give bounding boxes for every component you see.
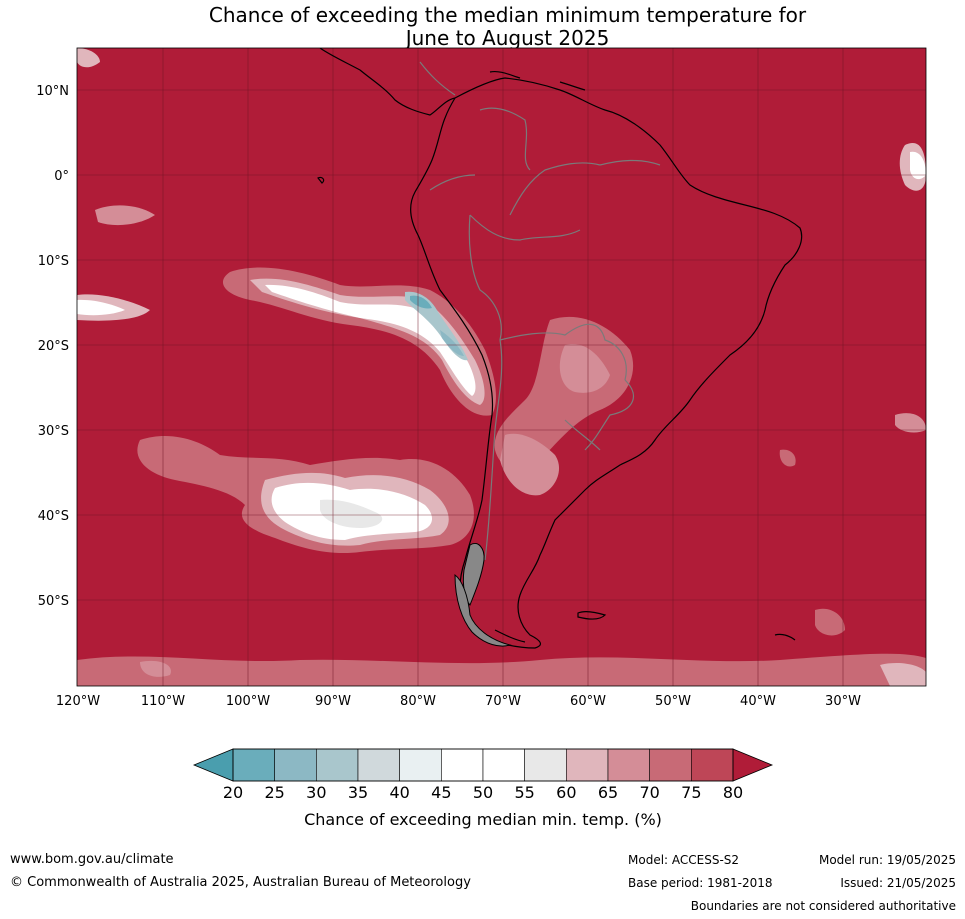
- colorbar-segment: [232, 748, 275, 782]
- footer-model: Model: ACCESS-S2: [628, 853, 740, 867]
- colorbar-segment: [524, 748, 567, 782]
- colorbar-tick-label: 80: [723, 783, 743, 802]
- lat-label: 0°: [54, 169, 69, 184]
- footer-issued: Issued: 21/05/2025: [840, 876, 956, 890]
- coastline: [317, 48, 803, 649]
- graticule: [77, 48, 926, 686]
- lon-axis: 120°W 110°W 100°W 90°W 80°W 70°W 60°W 50…: [56, 694, 861, 709]
- colorbar-segment: [357, 748, 400, 782]
- footer-disclaimer: Boundaries are not considered authoritat…: [690, 899, 956, 913]
- title-line-2: June to August 2025: [405, 26, 610, 50]
- colorbar-label: Chance of exceeding median min. temp. (%…: [304, 810, 662, 829]
- colorbar-tick-label: 40: [389, 783, 409, 802]
- lat-label: 50°S: [38, 594, 69, 609]
- lon-label: 100°W: [226, 694, 270, 709]
- lon-label: 30°W: [825, 694, 861, 709]
- footer-model-run: Model run: 19/05/2025: [818, 853, 956, 867]
- lat-axis: 10°N 0° 10°S 20°S 30°S 40°S 50°S: [36, 84, 69, 609]
- colorbar-tick-label: 30: [306, 783, 326, 802]
- colorbar-tick-label: 55: [514, 783, 534, 802]
- chile-fjords: [454, 543, 512, 647]
- colorbar-segment: [316, 748, 359, 782]
- colorbar-segment: [482, 748, 525, 782]
- lat-label: 20°S: [38, 339, 69, 354]
- lon-label: 110°W: [141, 694, 185, 709]
- colorbar-tick-label: 60: [556, 783, 576, 802]
- country-borders: [419, 61, 661, 561]
- lon-label: 70°W: [485, 694, 521, 709]
- lon-label: 50°W: [655, 694, 691, 709]
- colorbar-segment: [274, 748, 317, 782]
- colorbar-segment: [399, 748, 442, 782]
- colorbar-segment: [691, 748, 734, 782]
- lon-label: 90°W: [315, 694, 351, 709]
- colorbar-high-extend: [732, 748, 774, 782]
- probability-shading: [77, 48, 926, 686]
- colorbar: 20 25 30 35 40 45 50 55 60 65 70 75 80 Chance of exc…: [192, 748, 774, 829]
- colorbar-segment: [649, 748, 692, 782]
- chart-title: Chance of exceeding the median minimum t…: [0, 4, 965, 50]
- colorbar-tick-label: 75: [681, 783, 701, 802]
- title-line-1: Chance of exceeding the median minimum t…: [208, 3, 807, 27]
- colorbar-tick-label: 65: [598, 783, 618, 802]
- colorbar-segment: [566, 748, 609, 782]
- colorbar-tick-label: 25: [264, 783, 284, 802]
- lon-label: 40°W: [740, 694, 776, 709]
- lat-label: 10°N: [36, 84, 69, 99]
- lat-label: 40°S: [38, 509, 69, 524]
- colorbar-segment: [607, 748, 650, 782]
- lon-label: 120°W: [56, 694, 100, 709]
- colorbar-tick-label: 20: [223, 783, 243, 802]
- lat-label: 10°S: [38, 254, 69, 269]
- colorbar-tick-label: 50: [473, 783, 493, 802]
- colorbar-low-extend: [192, 748, 234, 782]
- footer-url[interactable]: www.bom.gov.au/climate: [10, 852, 174, 867]
- lon-label: 80°W: [400, 694, 436, 709]
- colorbar-tick-label: 70: [639, 783, 659, 802]
- colorbar-tick-label: 45: [431, 783, 451, 802]
- lat-label: 30°S: [38, 424, 69, 439]
- footer-base-period: Base period: 1981-2018: [628, 876, 773, 890]
- lon-label: 60°W: [570, 694, 606, 709]
- colorbar-tick-label: 35: [348, 783, 368, 802]
- footer-copyright: © Commonwealth of Australia 2025, Austra…: [10, 875, 471, 890]
- colorbar-segment: [441, 748, 484, 782]
